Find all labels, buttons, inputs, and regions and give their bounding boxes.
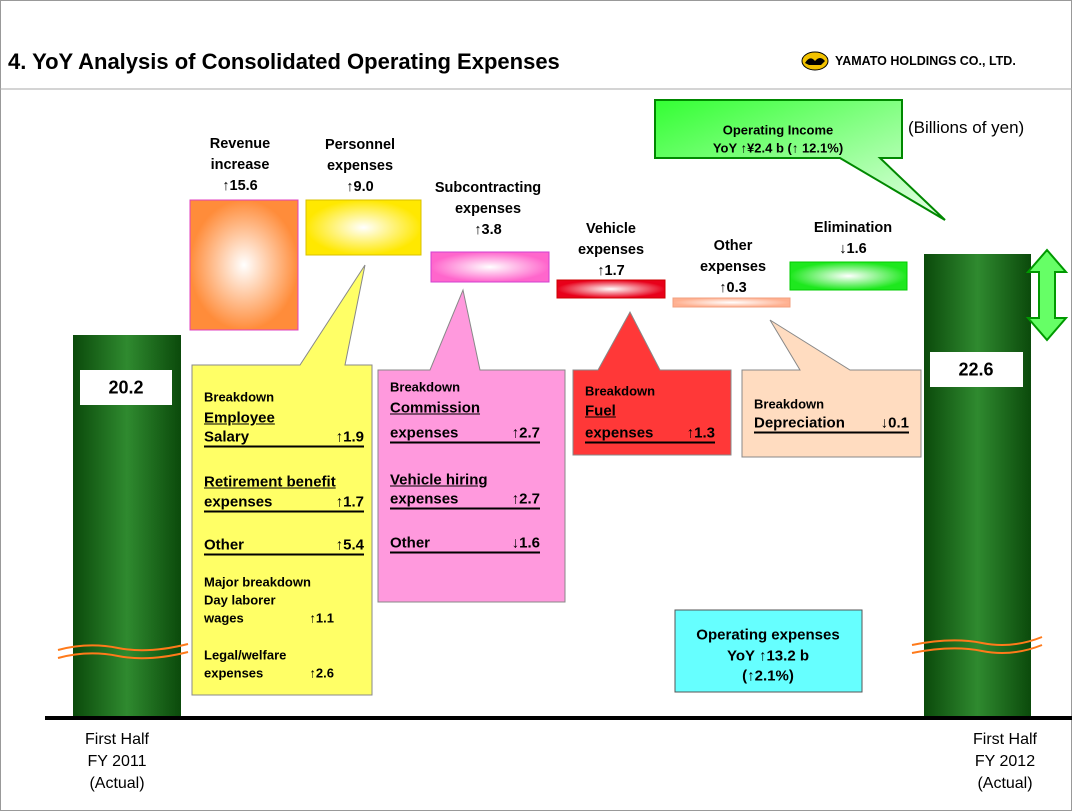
item-name: Other xyxy=(390,534,431,552)
step-box xyxy=(189,199,299,331)
income-text: YoY ↑¥2.4 b (↑ 12.1%) xyxy=(712,140,844,156)
item-name: Commission xyxy=(390,399,481,417)
item-name: expenses xyxy=(204,493,273,511)
callout xyxy=(572,310,732,456)
bar-label: (Actual) xyxy=(977,775,1033,792)
item-name: expenses xyxy=(585,424,654,442)
item-name: Legal/welfare xyxy=(204,647,287,663)
bar-label: FY 2011 xyxy=(87,753,147,770)
item-name: Employee xyxy=(204,409,275,427)
item-name: Retirement benefit xyxy=(204,473,336,491)
item-name: Vehicle hiring xyxy=(390,471,488,489)
callout-title: Breakdown xyxy=(390,379,461,395)
callout xyxy=(191,264,373,696)
bar-label: (Actual) xyxy=(89,775,145,792)
bar-value: 22.6 xyxy=(958,359,994,380)
step-label: expenses xyxy=(699,259,767,275)
item-row: Depreciation ↓0.1 xyxy=(754,415,909,434)
callout xyxy=(377,288,566,603)
bar-label: FY 2012 xyxy=(974,753,1036,770)
break-mark xyxy=(57,636,1043,660)
item-row: expenses ↑2.7 xyxy=(390,491,540,510)
value-box xyxy=(930,352,1023,387)
item-row: Salary ↑1.9 xyxy=(204,429,364,448)
double-arrow xyxy=(1025,248,1069,342)
income-text: Operating Income xyxy=(722,122,834,138)
step-box xyxy=(556,279,666,299)
item-change: ↑1.7 xyxy=(335,493,364,511)
item-row: expenses ↑2.7 xyxy=(390,425,540,444)
expenses-text: Operating expenses xyxy=(696,626,840,644)
callout-title: Breakdown xyxy=(754,396,825,412)
item-name: Depreciation xyxy=(754,414,845,432)
step-label: expenses xyxy=(326,158,394,174)
item-row: expenses ↑1.3 xyxy=(585,425,715,444)
item-name: expenses xyxy=(204,665,264,681)
item-change: ↓1.6 xyxy=(511,534,540,552)
item-change: ↑2.6 xyxy=(309,665,334,681)
callout-subtitle: Major breakdown xyxy=(204,574,311,590)
income-callout xyxy=(654,99,946,221)
item-change: ↑1.1 xyxy=(309,610,334,626)
step-change: ↑3.8 xyxy=(474,222,502,238)
item-name: expenses xyxy=(390,424,459,442)
item-name: expenses xyxy=(390,490,459,508)
item-change: ↓0.1 xyxy=(880,414,909,432)
step-label: Subcontracting xyxy=(434,180,542,196)
logo xyxy=(801,51,829,71)
step-label: Personnel xyxy=(324,137,396,153)
callout xyxy=(741,319,922,458)
item-name: Salary xyxy=(204,428,250,446)
step-label: Other xyxy=(713,238,753,254)
unit: (Billions of yen) xyxy=(908,118,1025,137)
item-change: ↑2.7 xyxy=(511,490,540,508)
callout-title: Breakdown xyxy=(204,389,275,405)
step-label: Revenue xyxy=(209,136,271,152)
expenses-text: YoY ↑13.2 b xyxy=(727,647,809,664)
item-change: ↑1.9 xyxy=(335,428,364,446)
item-name: Day laborer xyxy=(204,592,276,608)
step-change: ↑1.7 xyxy=(597,263,625,279)
step-change: ↑9.0 xyxy=(346,179,374,195)
step-box xyxy=(305,199,422,256)
step-change: ↑0.3 xyxy=(719,280,747,296)
step-label: increase xyxy=(210,157,270,173)
expenses-text: (↑2.1%) xyxy=(742,667,794,685)
expenses-box xyxy=(674,609,863,693)
bar-label: First Half xyxy=(85,731,149,748)
item-change: ↑5.4 xyxy=(335,536,364,554)
bar-value: 20.2 xyxy=(108,377,144,398)
value-box xyxy=(80,370,172,405)
item-row: Other ↑5.4 xyxy=(204,537,364,556)
item-name: Fuel xyxy=(585,402,616,420)
item-row: expenses ↑1.7 xyxy=(204,494,364,513)
bar-label: First Half xyxy=(973,731,1037,748)
callout-title: Breakdown xyxy=(585,383,656,399)
step-label: expenses xyxy=(577,242,645,258)
step-change: ↓1.6 xyxy=(839,241,867,257)
step-label: expenses xyxy=(454,201,522,217)
item-name: Other xyxy=(204,536,245,554)
company: YAMATO HOLDINGS CO., LTD. xyxy=(835,54,1016,68)
step-box xyxy=(672,297,791,308)
step-change: ↑15.6 xyxy=(222,178,258,194)
step-label: Vehicle xyxy=(586,221,636,237)
step-box xyxy=(789,261,908,291)
step-box xyxy=(430,251,550,283)
item-row: wages ↑1.1 xyxy=(204,611,334,626)
item-name: wages xyxy=(204,610,244,626)
item-change: ↑2.7 xyxy=(511,424,540,442)
item-change: ↑1.3 xyxy=(686,424,715,442)
item-row: expenses ↑2.6 xyxy=(204,666,334,681)
step-label: Elimination xyxy=(813,220,893,236)
title: 4. YoY Analysis of Consolidated Operatin… xyxy=(8,49,560,74)
item-row: Other ↓1.6 xyxy=(390,535,540,554)
